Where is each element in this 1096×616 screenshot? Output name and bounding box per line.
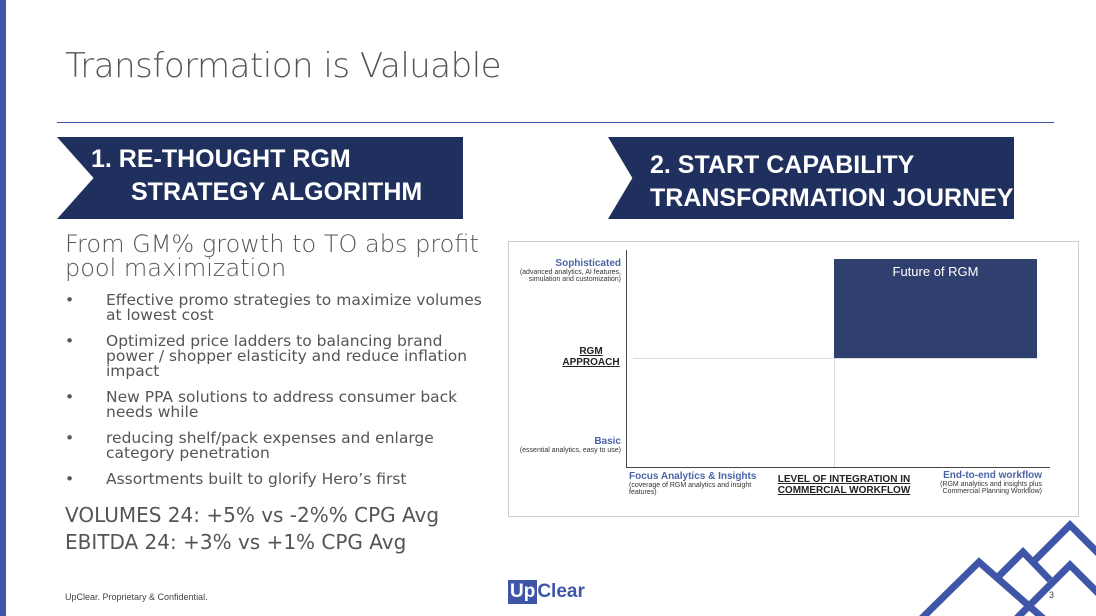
bullet-item: Optimized price ladders to balancing bra… [65,333,485,379]
page-number: 3 [1049,590,1055,600]
volumes-stat: VOLUMES 24: +5% vs -2%% CPG Avg [65,503,440,527]
grid-h [633,358,1037,359]
banner-line: STRATEGY ALGORITHM [131,178,423,206]
grid-v [834,358,835,467]
x-axis [626,467,1050,468]
upclear-logo: Up Clear [508,580,585,604]
future-of-rgm-box: Future of RGM [834,259,1037,358]
title-divider [57,122,1054,123]
banner-line: TRANSFORMATION JOURNEY [650,184,1014,212]
bullet-item: reducing shelf/pack expenses and enlarge… [65,430,485,461]
ebitda-stat: EBITDA 24: +3% vs +1% CPG Avg [65,530,407,554]
end-to-end-label: End-to-end workflow (RGM analytics and in… [940,470,1042,495]
banner-rgm-strategy: 1. RE-THOUGHT RGM STRATEGY ALGORITHM [57,137,463,219]
mountains-logo-icon [919,520,1096,616]
basic-label: Basic (essential analytics, easy to use) [519,436,621,454]
x-axis-title: LEVEL OF INTEGRATION IN COMMERCIAL WORKF… [777,474,911,496]
footer-confidential: UpClear. Proprietary & Confidential. [65,592,208,602]
bullet-list: Effective promo strategies to maximize v… [65,292,485,498]
bullet-item: Effective promo strategies to maximize v… [65,292,485,323]
banner-line: 2. START CAPABILITY [650,151,915,179]
rgm-matrix: Sophisticated (advanced analytics, AI fea… [508,241,1079,517]
bullet-item: Assortments built to glorify Hero’s firs… [65,471,485,487]
sophisticated-label: Sophisticated (advanced analytics, AI fea… [519,258,621,283]
banner-capability-journey: 2. START CAPABILITY TRANSFORMATION JOURN… [608,137,1014,219]
slide-title: Transformation is Valuable [65,46,502,86]
bullet-item: New PPA solutions to address consumer ba… [65,389,485,420]
y-axis-title: RGM APPROACH [562,346,620,368]
subtitle: From GM% growth to TO abs profit pool ma… [65,230,479,282]
banner-line: 1. RE-THOUGHT RGM [91,145,351,173]
y-axis [626,250,627,468]
focus-analytics-label: Focus Analytics & Insights (coverage of R… [629,471,757,496]
accent-bar [0,0,6,616]
